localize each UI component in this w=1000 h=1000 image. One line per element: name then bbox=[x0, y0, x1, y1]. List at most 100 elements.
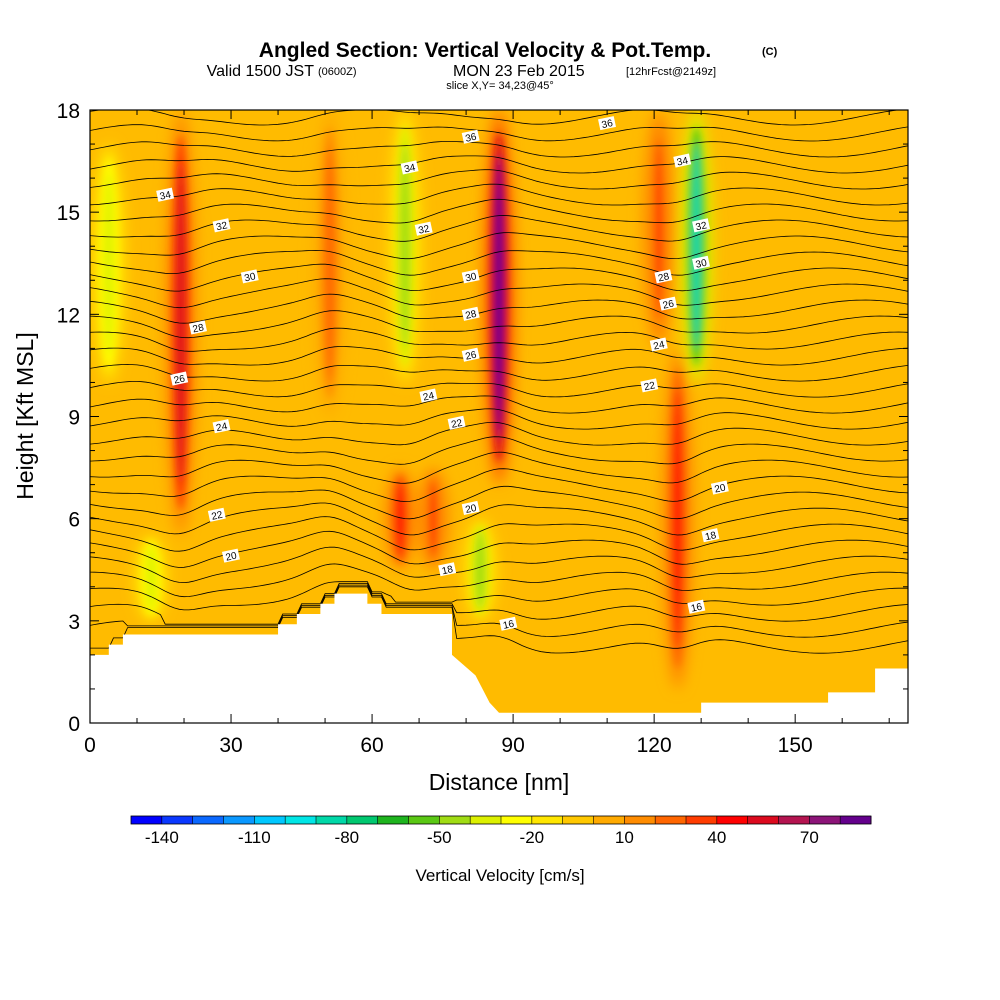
contour-label: 34 bbox=[156, 187, 175, 203]
field-smooth-layer bbox=[92, 110, 713, 689]
contour-label-bg bbox=[659, 296, 678, 311]
contour-label-bg bbox=[461, 269, 480, 284]
y-axis-label: Height [Kft MSL] bbox=[12, 332, 38, 499]
contour-label-bg bbox=[687, 599, 706, 614]
contour-line bbox=[90, 124, 908, 142]
contour-label-text: 16 bbox=[502, 619, 516, 632]
chart-title: Angled Section: Vertical Velocity & Pot.… bbox=[259, 39, 711, 62]
contour-label-text: 26 bbox=[662, 298, 676, 311]
x-tick-label: 90 bbox=[501, 734, 524, 757]
contour-label: 30 bbox=[692, 255, 711, 271]
contour-label: 18 bbox=[701, 528, 720, 543]
colorbar-swatch bbox=[778, 816, 810, 824]
colorbar-swatch bbox=[562, 816, 594, 824]
x-tick-label: 0 bbox=[84, 734, 96, 757]
contour-line bbox=[90, 310, 908, 339]
contour-label: 36 bbox=[461, 129, 480, 145]
contour-label: 34 bbox=[673, 153, 692, 169]
title-units: (C) bbox=[762, 46, 778, 58]
colorbar-swatch bbox=[161, 816, 194, 824]
contour-label: 20 bbox=[461, 500, 480, 516]
contour-label-bg bbox=[649, 337, 668, 352]
colorbar-swatch bbox=[408, 816, 440, 824]
x-tick-label: 30 bbox=[219, 734, 242, 757]
contour-label-bg bbox=[701, 528, 720, 543]
valid-date: MON 23 Feb 2015 bbox=[453, 63, 585, 80]
colorbar: -140 -110 -80 -50 -20 10 40 70 bbox=[130, 815, 872, 847]
contour-label-bg bbox=[461, 306, 480, 321]
contour-label: 26 bbox=[170, 371, 189, 387]
contour-label: 18 bbox=[438, 562, 457, 577]
x-tick-label: 60 bbox=[360, 734, 383, 757]
velocity-field bbox=[92, 110, 713, 689]
contour-label-bg bbox=[419, 388, 438, 403]
x-axis-label: Distance [nm] bbox=[429, 769, 570, 795]
contour-line bbox=[90, 169, 908, 190]
contour-line bbox=[90, 502, 908, 536]
up-band-2-level-2 bbox=[395, 479, 405, 558]
contour-line bbox=[90, 141, 908, 158]
contour-label-text: 36 bbox=[601, 118, 615, 131]
valid-time: Valid 1500 JST bbox=[207, 63, 315, 80]
contour-label-bg bbox=[710, 480, 729, 495]
contour-line bbox=[90, 327, 908, 352]
contour-line bbox=[90, 155, 908, 174]
contour-label-bg bbox=[461, 129, 480, 144]
contour-label-text: 32 bbox=[695, 220, 709, 233]
colorbar-label: Vertical Velocity [cm/s] bbox=[415, 866, 584, 885]
colorbar-swatch bbox=[747, 816, 779, 824]
colorbar-tick-label: -20 bbox=[520, 828, 545, 847]
contour-label-bg bbox=[170, 371, 189, 386]
contour-label: 20 bbox=[221, 548, 240, 564]
x-axis: 0 30 60 90 120 150 bbox=[84, 110, 890, 757]
colorbar-swatch bbox=[716, 816, 749, 824]
colorbar-swatch bbox=[285, 816, 317, 824]
contour-label-bg bbox=[692, 218, 711, 233]
contour-label-bg bbox=[461, 500, 480, 516]
slice-info: slice X,Y= 34,23@45° bbox=[446, 80, 554, 92]
contour-line bbox=[90, 451, 908, 484]
contour-label-bg bbox=[598, 116, 616, 131]
contour-label: 24 bbox=[212, 419, 231, 434]
valid-utc: (0600Z) bbox=[318, 66, 357, 78]
contour-label-bg bbox=[654, 269, 673, 284]
contour-label: 28 bbox=[461, 306, 480, 322]
contour-line bbox=[90, 381, 908, 398]
y-tick-label: 18 bbox=[57, 100, 80, 123]
contour-label: 26 bbox=[659, 296, 678, 312]
forecast-info: [12hrFcst@2149z] bbox=[626, 66, 716, 78]
contour-label: 16 bbox=[687, 599, 706, 615]
contour-label-text: 34 bbox=[159, 189, 173, 202]
y-tick-label: 6 bbox=[68, 509, 80, 532]
contour-label-bg bbox=[207, 507, 226, 522]
colorbar-swatch bbox=[192, 816, 224, 824]
contour-line bbox=[90, 563, 908, 598]
contour-label-bg bbox=[212, 218, 231, 233]
contour-label-text: 30 bbox=[243, 271, 257, 284]
contour-line bbox=[90, 395, 908, 414]
contour-label-bg bbox=[692, 255, 711, 270]
colorbar-swatch bbox=[254, 816, 286, 824]
contour-label-text: 36 bbox=[464, 132, 478, 145]
colorbar-swatch bbox=[593, 816, 625, 824]
contour-label: 30 bbox=[240, 269, 259, 284]
contour-label: 32 bbox=[414, 221, 433, 237]
contour-label-bg bbox=[640, 378, 659, 393]
x-tick-label: 150 bbox=[778, 734, 813, 757]
y-tick-label: 3 bbox=[68, 611, 80, 634]
contour-label-bg bbox=[499, 616, 518, 631]
contour-line bbox=[90, 485, 908, 520]
contour-line bbox=[90, 346, 908, 366]
contour-label: 34 bbox=[400, 160, 419, 175]
contour-label-text: 24 bbox=[422, 390, 436, 403]
contour-label-bg bbox=[156, 187, 175, 202]
contour-line bbox=[90, 232, 908, 260]
contour-label-text: 20 bbox=[225, 550, 239, 563]
contour-label-text: 34 bbox=[403, 162, 417, 175]
colorbar-tick-label: -140 bbox=[145, 828, 179, 847]
colorbar-swatch bbox=[624, 816, 656, 824]
contour-label: 22 bbox=[207, 507, 226, 523]
contour-line bbox=[90, 546, 908, 584]
